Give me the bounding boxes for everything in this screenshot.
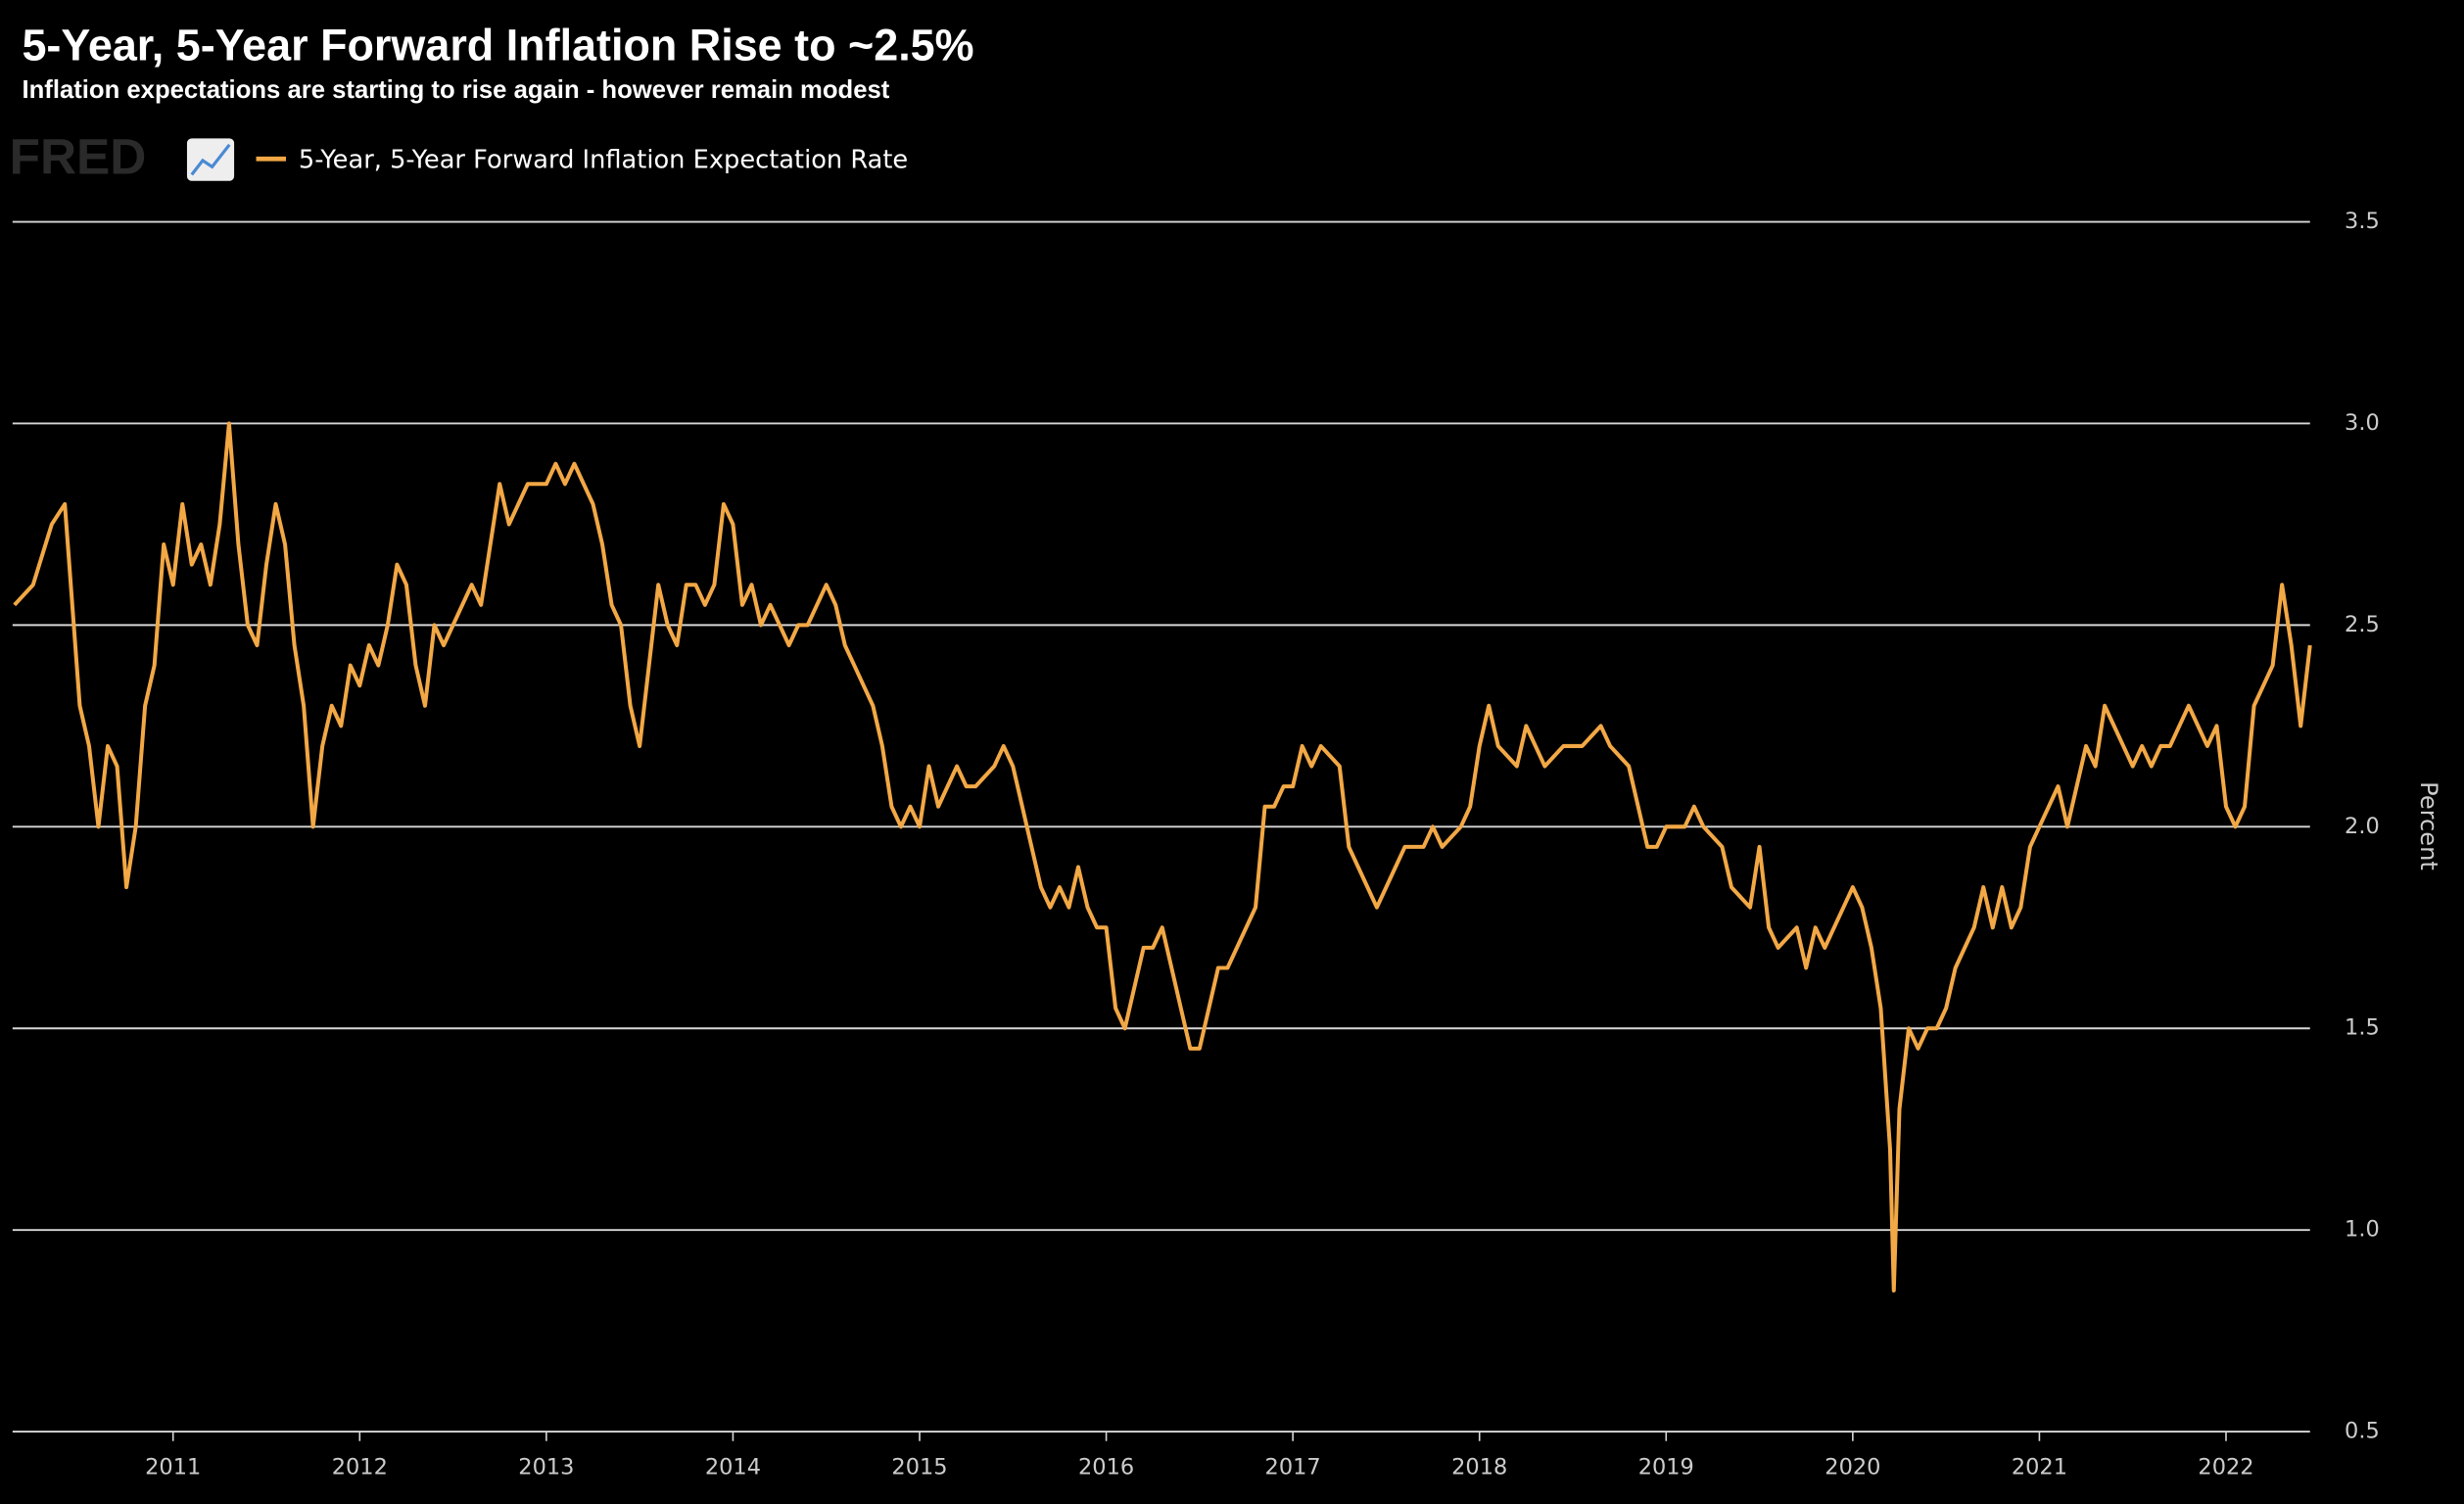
logo-icon xyxy=(186,138,235,181)
x-tick-label: 2019 xyxy=(1638,1455,1694,1480)
y-axis-label: Percent xyxy=(2415,781,2442,870)
x-tick-label: 2012 xyxy=(332,1455,388,1480)
x-tick-label: 2015 xyxy=(891,1455,947,1480)
y-tick-label: 2.0 xyxy=(2345,814,2380,839)
y-tick-label: 3.5 xyxy=(2345,209,2380,234)
x-tick-label: 2017 xyxy=(1265,1455,1321,1480)
x-tick-label: 2021 xyxy=(2012,1455,2067,1480)
x-tick-label: 2020 xyxy=(1824,1455,1880,1480)
y-tick-label: 3.0 xyxy=(2345,410,2380,436)
y-tick-label: 1.5 xyxy=(2345,1015,2380,1041)
legend-label: 5-Year, 5-Year Forward Inflation Expecta… xyxy=(299,145,908,174)
x-tick-label: 2016 xyxy=(1078,1455,1134,1480)
chart-title: 5-Year, 5-Year Forward Inflation Rise to… xyxy=(22,21,973,70)
chart-subtitle: Inflation expectations are starting to r… xyxy=(22,76,889,104)
x-tick-label: 2014 xyxy=(705,1455,761,1480)
y-tick-label: 2.5 xyxy=(2345,612,2380,637)
logo: FRED xyxy=(10,127,147,184)
x-tick-label: 2018 xyxy=(1451,1455,1507,1480)
y-tick-label: 1.0 xyxy=(2345,1217,2380,1243)
x-tick-label: 2011 xyxy=(145,1455,201,1480)
x-tick-label: 2013 xyxy=(518,1455,574,1480)
data-line xyxy=(13,421,2312,1292)
x-tick-label: 2022 xyxy=(2198,1455,2253,1480)
y-tick-label: 0.5 xyxy=(2345,1419,2380,1444)
